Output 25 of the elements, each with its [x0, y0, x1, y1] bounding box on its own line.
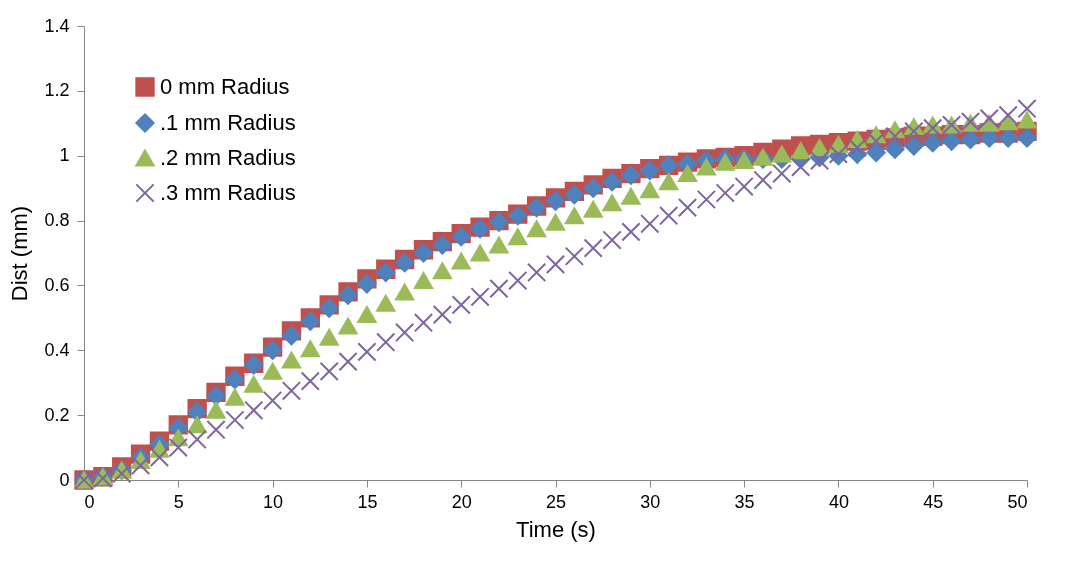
- legend-label: .2 mm Radius: [160, 145, 296, 170]
- x-tick-label: 5: [173, 491, 184, 512]
- x-tick-label: 35: [734, 491, 755, 512]
- x-axis-title: Time (s): [516, 516, 596, 542]
- x-tick-label: 20: [451, 491, 472, 512]
- y-tick-label: 0: [59, 469, 70, 490]
- legend-label: .1 mm Radius: [160, 110, 296, 135]
- legend-label: 0 mm Radius: [160, 74, 290, 99]
- y-tick-label: 1: [59, 145, 70, 166]
- y-tick-label: 0.4: [44, 339, 70, 360]
- y-tick-label: 1.4: [44, 15, 70, 36]
- x-tick-label: 45: [923, 491, 944, 512]
- x-tick-label: 10: [263, 491, 284, 512]
- x-tick-label: 15: [357, 491, 378, 512]
- y-tick-label: 0.2: [44, 404, 70, 425]
- x-tick-label: 50: [1007, 491, 1028, 512]
- y-tick-label: 0.8: [44, 210, 70, 231]
- y-tick-label: 1.2: [44, 80, 70, 101]
- x-tick-label: 0: [84, 491, 95, 512]
- x-tick-label: 40: [828, 491, 849, 512]
- legend-label: .3 mm Radius: [160, 180, 296, 205]
- y-axis-title: Dist (mm): [7, 205, 33, 302]
- x-tick-label: 30: [640, 491, 661, 512]
- y-tick-label: 0.6: [44, 274, 70, 295]
- x-tick-label: 25: [545, 491, 567, 512]
